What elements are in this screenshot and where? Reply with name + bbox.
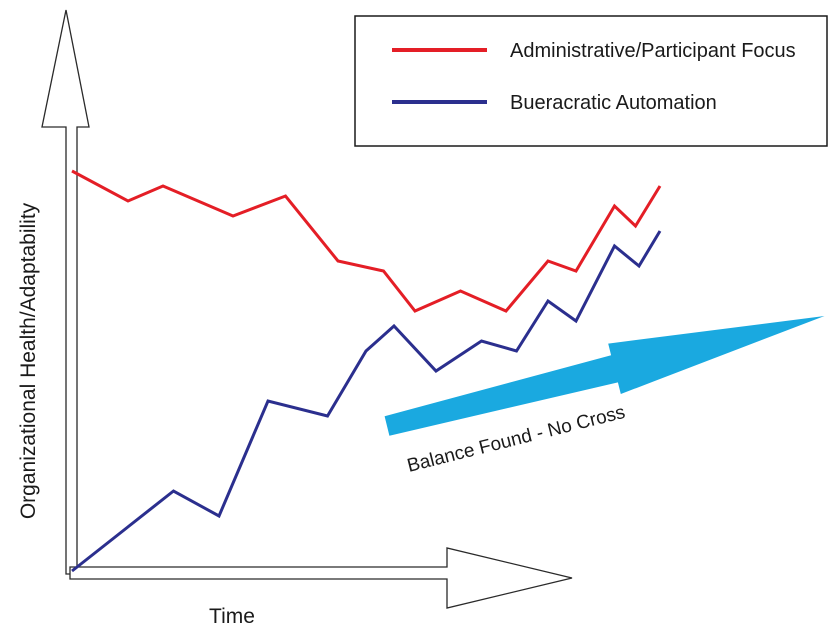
annotation-group: Balance Found - No Cross bbox=[384, 316, 825, 477]
series-line-admin bbox=[71, 169, 662, 313]
legend-box bbox=[354, 15, 828, 147]
y-axis-label: Organizational Health/Adaptability bbox=[17, 202, 40, 519]
x-axis-arrow bbox=[69, 547, 573, 609]
y-axis-arrow bbox=[41, 9, 90, 575]
x-axis-label: Time bbox=[209, 605, 255, 628]
legend-label-admin: Administrative/Participant Focus bbox=[510, 40, 796, 62]
series-layer bbox=[71, 169, 662, 573]
legend-label-automation: Bueracratic Automation bbox=[510, 92, 717, 114]
balance-arrow bbox=[384, 316, 825, 436]
series-line-automation bbox=[71, 230, 662, 573]
legend: Administrative/Participant Focus Bueracr… bbox=[354, 15, 828, 147]
